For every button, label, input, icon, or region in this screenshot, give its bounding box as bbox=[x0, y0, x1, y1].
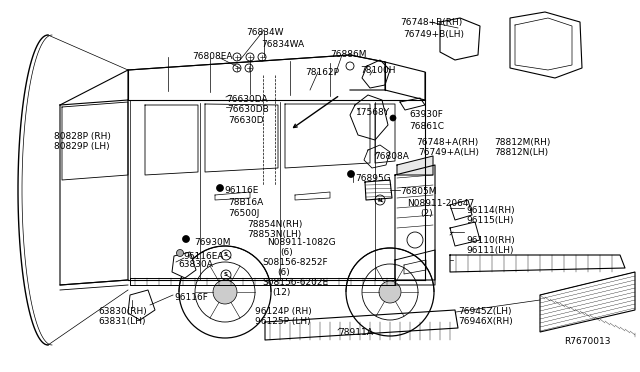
Polygon shape bbox=[510, 12, 582, 78]
Text: 96116EA: 96116EA bbox=[183, 252, 223, 261]
Text: 63831(LH): 63831(LH) bbox=[98, 317, 145, 326]
Text: (12): (12) bbox=[272, 288, 291, 297]
Text: 76630DB: 76630DB bbox=[227, 105, 269, 114]
Text: 80828P (RH): 80828P (RH) bbox=[54, 132, 111, 141]
Text: 63830(RH): 63830(RH) bbox=[98, 307, 147, 316]
Text: 96115(LH): 96115(LH) bbox=[466, 216, 513, 225]
Text: (6): (6) bbox=[280, 248, 292, 257]
Text: 96114(RH): 96114(RH) bbox=[466, 206, 515, 215]
Circle shape bbox=[245, 64, 253, 72]
Text: (6): (6) bbox=[277, 268, 290, 277]
Circle shape bbox=[233, 53, 241, 61]
Polygon shape bbox=[172, 252, 196, 278]
Text: S08156-6202E: S08156-6202E bbox=[262, 278, 328, 287]
Circle shape bbox=[216, 185, 223, 192]
Circle shape bbox=[348, 170, 355, 177]
Circle shape bbox=[390, 115, 396, 121]
Text: 78B16A: 78B16A bbox=[228, 198, 263, 207]
Text: 76749+A(LH): 76749+A(LH) bbox=[418, 148, 479, 157]
Circle shape bbox=[221, 250, 231, 260]
Circle shape bbox=[346, 248, 434, 336]
Text: 76808A: 76808A bbox=[374, 152, 409, 161]
Circle shape bbox=[246, 53, 254, 61]
Text: (2): (2) bbox=[420, 209, 433, 218]
Text: 76861C: 76861C bbox=[409, 122, 444, 131]
Text: 96116E: 96116E bbox=[224, 186, 259, 195]
Circle shape bbox=[179, 246, 271, 338]
Text: 63830A: 63830A bbox=[178, 260, 213, 269]
Text: 76805M: 76805M bbox=[400, 187, 436, 196]
Text: 78853N(LH): 78853N(LH) bbox=[247, 230, 301, 239]
Text: 76886M: 76886M bbox=[330, 50, 367, 59]
Text: 96111(LH): 96111(LH) bbox=[466, 246, 513, 255]
Text: 76630DA: 76630DA bbox=[226, 95, 268, 104]
Text: 78812N(LH): 78812N(LH) bbox=[494, 148, 548, 157]
Polygon shape bbox=[440, 18, 480, 60]
Circle shape bbox=[346, 62, 354, 70]
Text: 76834WA: 76834WA bbox=[261, 40, 304, 49]
Text: 76946X(RH): 76946X(RH) bbox=[458, 317, 513, 326]
Circle shape bbox=[195, 262, 255, 322]
Text: 76930M: 76930M bbox=[194, 238, 230, 247]
Text: 76808EA: 76808EA bbox=[192, 52, 232, 61]
Circle shape bbox=[362, 264, 418, 320]
Polygon shape bbox=[397, 156, 433, 175]
Text: 76945Z(LH): 76945Z(LH) bbox=[458, 307, 511, 316]
Polygon shape bbox=[128, 290, 155, 320]
Circle shape bbox=[375, 195, 385, 205]
Text: 96124P (RH): 96124P (RH) bbox=[255, 307, 312, 316]
Circle shape bbox=[258, 53, 266, 61]
Text: S: S bbox=[224, 273, 228, 278]
Text: 76500J: 76500J bbox=[228, 209, 259, 218]
Text: 76748+B(RH): 76748+B(RH) bbox=[400, 18, 462, 27]
Text: N: N bbox=[378, 198, 382, 202]
Circle shape bbox=[379, 281, 401, 303]
Circle shape bbox=[221, 270, 231, 280]
Text: S08156-8252F: S08156-8252F bbox=[262, 258, 328, 267]
Text: 76895G: 76895G bbox=[355, 174, 391, 183]
Text: 76749+B(LH): 76749+B(LH) bbox=[403, 30, 464, 39]
Circle shape bbox=[407, 232, 423, 248]
Text: 96116F: 96116F bbox=[174, 293, 208, 302]
Text: 78812M(RH): 78812M(RH) bbox=[494, 138, 550, 147]
Text: 76630D: 76630D bbox=[228, 116, 264, 125]
Circle shape bbox=[233, 64, 241, 72]
Text: 80829P (LH): 80829P (LH) bbox=[54, 142, 109, 151]
Text: S: S bbox=[224, 253, 228, 257]
Text: 78162P: 78162P bbox=[305, 68, 339, 77]
Text: 78100H: 78100H bbox=[360, 66, 396, 75]
Polygon shape bbox=[540, 272, 635, 332]
Text: 96110(RH): 96110(RH) bbox=[466, 236, 515, 245]
Text: 78911A: 78911A bbox=[338, 328, 373, 337]
Text: 76748+A(RH): 76748+A(RH) bbox=[416, 138, 478, 147]
Circle shape bbox=[182, 235, 189, 243]
Text: 17568Y: 17568Y bbox=[356, 108, 390, 117]
Text: 76834W: 76834W bbox=[246, 28, 284, 37]
Text: 78854N(RH): 78854N(RH) bbox=[247, 220, 302, 229]
Text: 96125P (LH): 96125P (LH) bbox=[255, 317, 310, 326]
Text: N08911-1082G: N08911-1082G bbox=[267, 238, 335, 247]
Text: R7670013: R7670013 bbox=[564, 337, 611, 346]
Circle shape bbox=[177, 250, 184, 257]
Text: N08911-20647: N08911-20647 bbox=[407, 199, 474, 208]
Text: 63930F: 63930F bbox=[409, 110, 443, 119]
Circle shape bbox=[213, 280, 237, 304]
